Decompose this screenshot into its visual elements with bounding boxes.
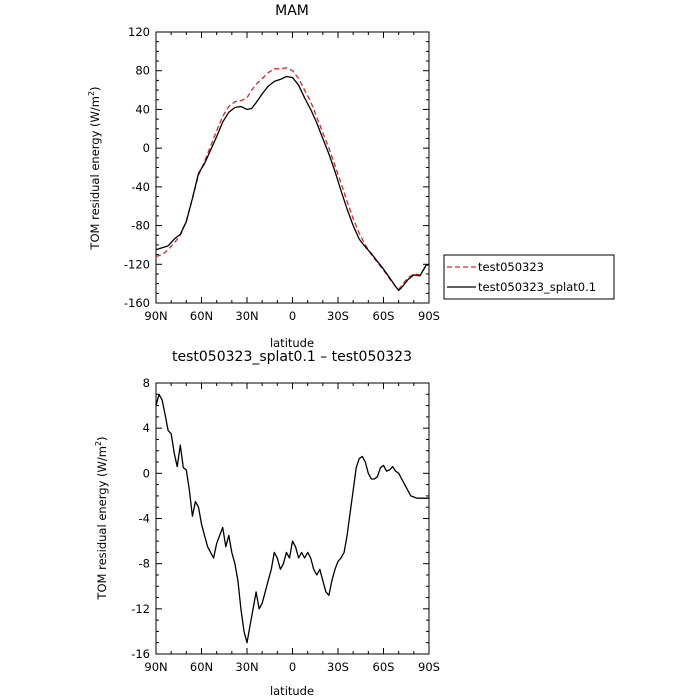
bottom-chart-series-line-1 [155, 393, 429, 644]
top-chart-y-tick-label: -80 [131, 219, 150, 233]
bottom-chart-x-tick-label: 30S [327, 660, 349, 674]
top-chart-x-tick-label: 60S [373, 309, 395, 323]
legend-label-test050323: test050323 [478, 260, 544, 274]
top-chart: MAM 90N 60N 30N 0 30S 60S 90S -160 -120 -80 -40 0 40… [87, 3, 615, 350]
top-chart-y-axis-label-sup: 2 [87, 91, 96, 96]
top-chart-x-tick-label: 30N [235, 309, 258, 323]
legend-label-test050323-splat0-1: test050323_splat0.1 [478, 280, 596, 294]
top-chart-x-tick-label: 60N [190, 309, 213, 323]
top-chart-y-tick-label: 40 [135, 102, 150, 116]
bottom-chart-x-tick-label: 90N [144, 660, 167, 674]
top-chart-frame [155, 31, 430, 304]
bottom-chart-y-tick-label: 4 [143, 421, 150, 435]
bottom-chart-x-tick-label: 30N [235, 660, 258, 674]
top-chart-x-tick-label: 90N [144, 309, 167, 323]
top-chart-y-tick-label: -160 [124, 296, 150, 310]
top-chart-y-axis-label-main: TOM residual energy (W/m [88, 96, 102, 251]
bottom-chart-y-tick-label: -12 [131, 602, 150, 616]
top-chart-title: MAM [275, 3, 309, 19]
top-chart-y-axis-label: TOM residual energy (W/m2) [87, 86, 102, 250]
bottom-chart-x-tick-label: 60N [190, 660, 213, 674]
top-chart-series-line-2 [155, 75, 430, 292]
bottom-chart-y-tick-label: -16 [131, 647, 150, 661]
bottom-chart-x-tick-label: 0 [289, 660, 296, 674]
bottom-chart-x-axis-label: latitude [270, 684, 314, 698]
top-chart-plot-area: 90N 60N 30N 0 30S 60S 90S -160 -120 -80 -40 0 40 80 12… [124, 25, 440, 323]
legend: test050323 test050323_splat0.1 [443, 254, 615, 300]
bottom-chart: test050323_splat0.1 – test050323 90N 60N 3… [94, 349, 440, 698]
top-chart-y-axis-label-close: ) [88, 86, 102, 91]
top-chart-x-tick-label: 90S [418, 309, 440, 323]
bottom-chart-title: test050323_splat0.1 – test050323 [172, 349, 412, 365]
bottom-chart-y-tick-label: 8 [143, 376, 150, 390]
legend-frame [443, 254, 615, 300]
bottom-chart-y-tick-label: 0 [143, 466, 150, 480]
bottom-chart-y-axis-label-sup: 2 [94, 441, 103, 446]
bottom-chart-y-axis-label-close: ) [95, 436, 109, 441]
bottom-chart-plot-area: 90N 60N 30N 0 30S 60S 90S -16 -12 -8 -4 0 4 8 [131, 376, 440, 674]
bottom-chart-y-tick-label: -8 [139, 557, 150, 571]
top-chart-x-tick-label: 30S [327, 309, 349, 323]
top-chart-x-axis-label: latitude [270, 336, 314, 350]
bottom-chart-frame [155, 382, 430, 655]
bottom-chart-y-axis-label: TOM residual energy (W/m2) [94, 436, 109, 600]
top-chart-x-tick-label: 0 [289, 309, 296, 323]
bottom-chart-y-axis-label-main: TOM residual energy (W/m [95, 446, 109, 601]
top-chart-y-tick-label: 80 [135, 64, 150, 78]
top-chart-y-tick-label: 0 [143, 141, 150, 155]
top-chart-y-tick-label: -40 [131, 180, 150, 194]
bottom-chart-x-tick-label: 60S [373, 660, 395, 674]
top-chart-y-tick-label: -120 [124, 257, 150, 271]
bottom-chart-y-tick-label: -4 [139, 512, 150, 526]
bottom-chart-x-tick-label: 90S [418, 660, 440, 674]
top-chart-y-tick-label: 120 [128, 25, 150, 39]
